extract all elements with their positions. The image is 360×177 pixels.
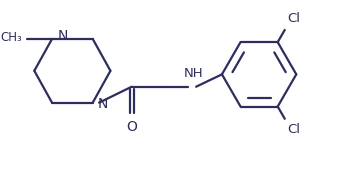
Text: N: N [98, 97, 108, 112]
Text: N: N [57, 29, 68, 44]
Text: NH: NH [184, 67, 203, 80]
Text: Cl: Cl [287, 12, 300, 25]
Text: Cl: Cl [287, 123, 300, 136]
Text: O: O [126, 120, 137, 134]
Text: CH₃: CH₃ [0, 31, 22, 44]
